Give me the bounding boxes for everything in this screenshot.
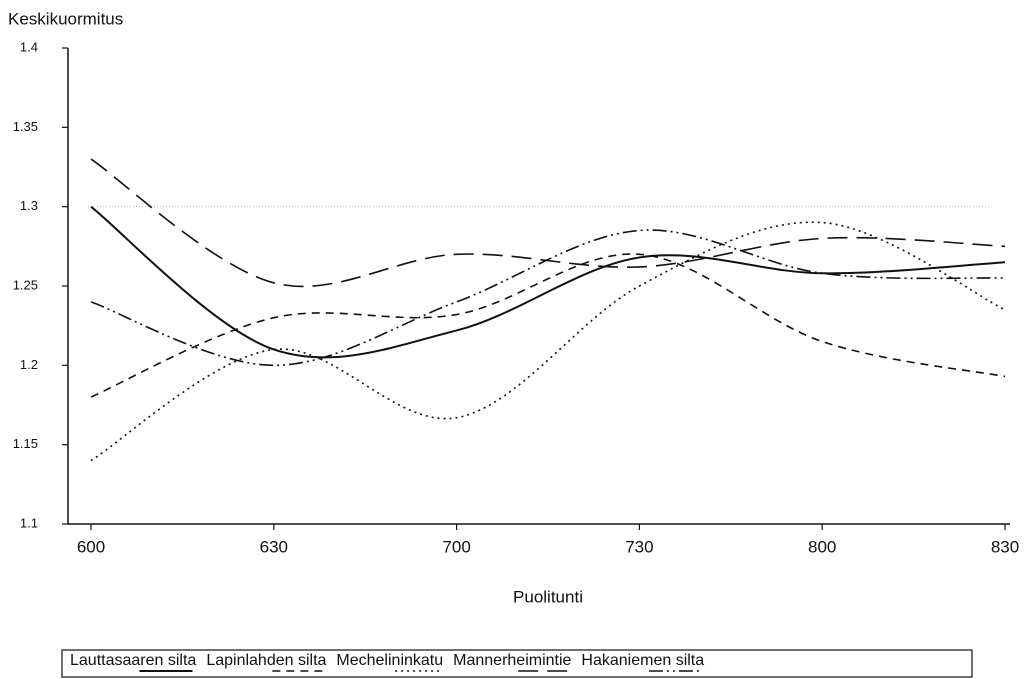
legend-label: Lauttasaaren silta (70, 652, 196, 669)
legend-box (61, 649, 973, 678)
legend-label: Lapinlahden silta (206, 652, 326, 669)
x-tick-label: 630 (260, 537, 288, 556)
y-tick-label: 1.35 (13, 119, 38, 134)
y-tick-label: 1.3 (20, 198, 38, 213)
series-line (90, 229, 1006, 367)
y-axis-label: Keskikuormitus (8, 9, 123, 28)
x-axis-label: Puolitunti (513, 587, 583, 606)
legend-label: Mannerheimintie (453, 652, 571, 669)
x-tick-label: 600 (77, 537, 105, 556)
y-tick-label: 1.2 (20, 357, 38, 372)
y-tick-label: 1.25 (13, 277, 38, 292)
legend-label: Mechelininkatu (336, 652, 443, 669)
series-line (90, 158, 1006, 288)
series-line (90, 221, 1006, 462)
y-tick-label: 1.15 (13, 436, 38, 451)
series-line (90, 253, 1006, 398)
y-tick-label: 1.1 (20, 515, 38, 530)
x-tick-label: 730 (625, 537, 653, 556)
x-tick-label: 700 (442, 537, 470, 556)
series-line (90, 205, 1006, 359)
y-tick-label: 1.4 (20, 39, 38, 54)
x-tick-label: 830 (991, 537, 1019, 556)
x-tick-label: 800 (808, 537, 836, 556)
legend-label: Hakaniemen silta (581, 652, 704, 669)
